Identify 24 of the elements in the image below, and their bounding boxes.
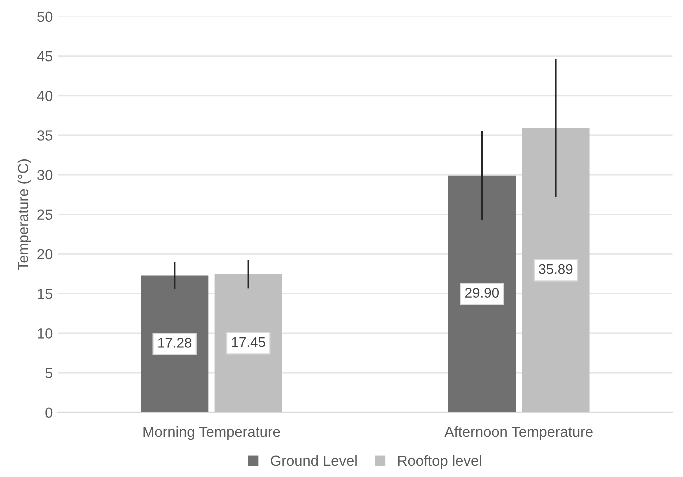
data-label: 29.90 <box>466 288 500 298</box>
y-tick-label: 10 <box>38 328 53 339</box>
y-tick-label: 20 <box>38 249 53 260</box>
y-tick-label: 50 <box>38 12 53 22</box>
legend-label: Ground Level <box>271 455 357 466</box>
y-axis-title: Temperature (°C) <box>18 160 32 270</box>
y-tick-label: 15 <box>38 289 53 300</box>
y-tick-label: 45 <box>37 52 53 62</box>
bar <box>141 276 209 413</box>
x-tick-label: Morning Temperature <box>144 426 280 440</box>
y-tick-label: 25 <box>38 210 53 220</box>
bar <box>448 176 516 413</box>
y-tick-label: 35 <box>38 130 53 141</box>
data-label: 17.28 <box>158 338 192 348</box>
x-tick-label: Afternoon Temperature <box>444 426 593 440</box>
legend-label: Rooftop level <box>398 455 482 470</box>
y-tick-label: 40 <box>37 90 53 102</box>
bar <box>522 128 590 413</box>
y-tick-label: 0 <box>46 408 53 418</box>
bar <box>214 274 282 413</box>
y-tick-label: 30 <box>38 170 53 180</box>
y-tick-label: 5 <box>46 368 53 378</box>
data-label: 17.45 <box>232 338 266 348</box>
data-label: 35.89 <box>539 264 573 274</box>
